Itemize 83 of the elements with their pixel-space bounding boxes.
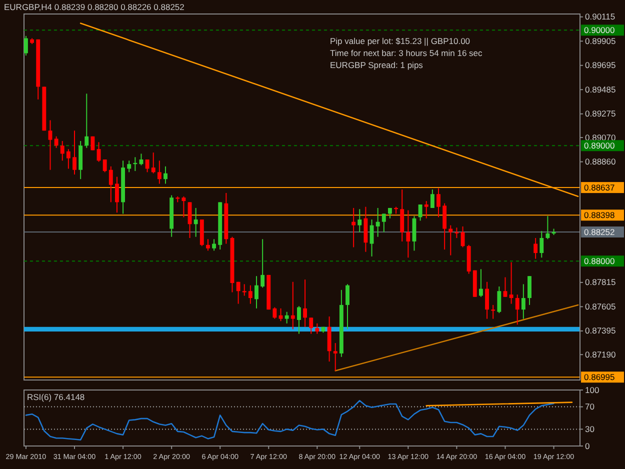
candlestick — [296, 306, 301, 334]
candlestick — [236, 281, 240, 304]
candlestick — [515, 294, 520, 326]
candlestick — [72, 130, 76, 175]
candlestick — [284, 311, 289, 324]
candlestick — [157, 160, 162, 184]
candlestick — [206, 238, 210, 252]
y-tick-label: 70 — [585, 402, 595, 412]
candlestick — [436, 188, 440, 218]
candlestick — [406, 210, 410, 258]
candlestick — [352, 207, 356, 248]
candlestick — [164, 166, 168, 184]
candlestick — [346, 284, 350, 330]
ref-line-label: 0.90000 — [584, 24, 615, 35]
candlestick — [430, 188, 434, 208]
ref-line-label: 0.88252 — [584, 226, 615, 237]
y-tick-label: 0.87605 — [585, 301, 616, 312]
candlestick — [424, 200, 428, 219]
candlestick — [212, 238, 216, 252]
y-tick-label: 0.89695 — [585, 60, 616, 70]
y-tick-label: 0.89070 — [585, 132, 616, 142]
candlestick — [242, 284, 246, 296]
candlestick — [309, 317, 314, 334]
candlestick — [442, 202, 447, 250]
ref-line-label: 0.88398 — [584, 210, 615, 220]
candlestick — [182, 196, 186, 218]
candlestick — [382, 213, 386, 233]
candlestick — [497, 286, 502, 314]
y-tick-label: 0.87815 — [585, 277, 616, 288]
ref-line-label: 0.89000 — [584, 140, 615, 150]
candlestick — [521, 284, 526, 320]
candlestick — [194, 207, 198, 238]
candlestick — [485, 281, 489, 320]
ref-line-label: 0.88000 — [584, 256, 615, 266]
annotation: Pip value per lot: $15.23 || GBP10.00 — [330, 36, 470, 46]
candlestick — [54, 136, 58, 148]
candlestick — [528, 276, 532, 306]
y-tick-label: 30 — [585, 424, 595, 434]
chart-title: RSI(6) 76.4148 — [27, 392, 85, 402]
candlestick — [509, 262, 514, 304]
ref-line-label: 0.88637 — [584, 182, 615, 192]
candlestick — [24, 35, 28, 56]
candlestick — [151, 152, 156, 174]
candlestick — [48, 120, 52, 170]
candlestick — [333, 342, 338, 372]
candlestick — [66, 148, 70, 170]
candlestick — [60, 140, 64, 162]
candlestick — [546, 216, 550, 240]
ref-line-label: 0.86995 — [584, 372, 615, 382]
candlestick — [303, 279, 308, 328]
annotation: Time for next bar: 3 hours 54 min 16 sec — [330, 48, 484, 58]
candlestick — [127, 160, 132, 173]
candlestick — [290, 281, 295, 330]
y-tick-label: 100 — [585, 384, 600, 395]
chart-title: EURGBP,H4 0.88239 0.88280 0.88226 0.88252 — [4, 2, 185, 12]
y-tick-label: 0.90115 — [585, 12, 616, 22]
candlestick — [540, 230, 544, 258]
y-tick-label: 0.87190 — [585, 349, 616, 360]
y-tick-label: 0.89905 — [585, 36, 616, 46]
candlestick — [84, 93, 89, 148]
candlestick — [108, 166, 113, 203]
candlestick — [115, 176, 119, 214]
candlestick — [315, 322, 320, 334]
y-tick-label: 0 — [585, 440, 590, 451]
candlestick — [145, 158, 150, 173]
y-tick-label: 0.89275 — [585, 108, 616, 119]
candlestick — [418, 204, 422, 222]
candlestick — [478, 268, 483, 298]
y-tick-label: 0.88860 — [585, 156, 616, 167]
candlestick — [248, 284, 252, 304]
candlestick — [400, 188, 404, 242]
candlestick — [534, 237, 538, 260]
candlestick — [102, 158, 107, 173]
y-tick-label: 0.87395 — [585, 326, 616, 336]
candlestick — [376, 207, 380, 238]
candlestick — [503, 276, 508, 298]
candlestick — [254, 276, 258, 309]
candlestick — [454, 227, 459, 238]
candlestick — [272, 306, 277, 320]
candlestick — [358, 208, 362, 233]
annotation: EURGBP Spread: 1 pips — [330, 60, 423, 70]
y-tick-label: 0.89485 — [585, 84, 616, 94]
candlestick — [260, 238, 265, 288]
